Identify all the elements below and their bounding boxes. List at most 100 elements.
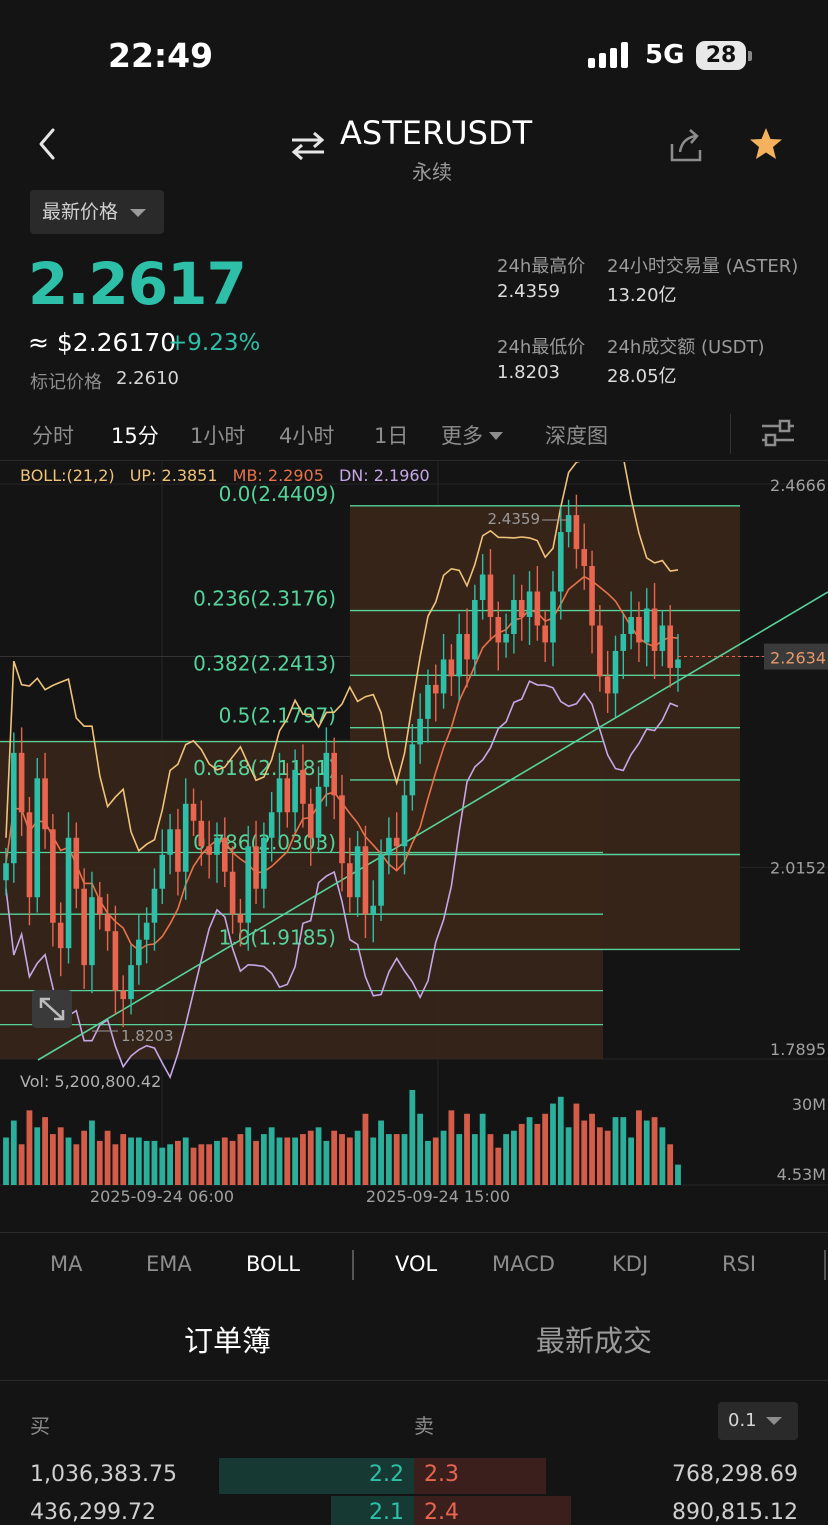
volume-bar	[229, 1140, 236, 1185]
boll-lower-band	[5, 680, 679, 1080]
price-type-dropdown[interactable]: 最新价格	[30, 190, 164, 234]
current-price-value: 2.2634	[770, 649, 826, 668]
candle-body	[237, 914, 244, 923]
bid-price: 2.1	[369, 1500, 404, 1525]
price-change: +9.23%	[168, 330, 261, 356]
volume-bar	[10, 1120, 17, 1185]
battery-icon: 28	[696, 41, 746, 70]
scroll-edge	[824, 1250, 826, 1280]
tab-depth[interactable]: 深度图	[545, 424, 608, 448]
indicator-vol[interactable]: VOL	[395, 1252, 438, 1276]
candle-body	[464, 633, 470, 660]
volume-bar	[206, 1144, 213, 1185]
candle-body	[401, 795, 408, 847]
indicator-ma[interactable]: MA	[50, 1252, 83, 1276]
volume-bar	[26, 1110, 33, 1185]
chart-settings-icon[interactable]	[760, 418, 796, 448]
precision-dropdown[interactable]: 0.1	[718, 1402, 798, 1440]
price-axis-label: 2.4666	[770, 476, 826, 495]
share-icon[interactable]	[664, 126, 706, 164]
back-icon[interactable]	[34, 126, 64, 162]
ask-depth-bar	[414, 1496, 571, 1525]
volume-legend: Vol: 5,200,800.42	[20, 1072, 162, 1091]
indicator-rsi[interactable]: RSI	[722, 1252, 757, 1276]
tab-4h[interactable]: 4小时	[279, 424, 335, 448]
usd-price: ≈ $2.26170	[28, 328, 177, 357]
swap-pair-icon[interactable]	[288, 130, 328, 162]
candle-body	[167, 829, 173, 855]
volume-bar	[143, 1140, 150, 1185]
volume-bar	[120, 1134, 127, 1185]
candle-body	[378, 854, 384, 906]
candle-body	[221, 837, 228, 872]
candle-body	[339, 795, 345, 864]
candle-body	[112, 931, 119, 991]
volume-axis-label: 4.53M	[777, 1165, 826, 1184]
tab-more[interactable]: 更多	[441, 420, 503, 450]
indicator-macd[interactable]: MACD	[492, 1252, 555, 1276]
tab-1d[interactable]: 1日	[374, 424, 409, 448]
bid-depth-bar	[219, 1458, 414, 1494]
candlestick-chart[interactable]: 0.0(2.4409) 0.236(2.3176) 0.382(2.2413) 0.5…	[0, 462, 828, 1208]
indicator-kdj[interactable]: KDJ	[612, 1252, 649, 1276]
last-price: 2.2617	[28, 250, 247, 318]
candle-body	[604, 676, 611, 694]
volume-bar	[612, 1117, 619, 1185]
volume-bar	[276, 1137, 283, 1185]
volume-bar	[393, 1134, 400, 1185]
tab-1h[interactable]: 1小时	[190, 424, 246, 448]
volume-bar	[237, 1134, 244, 1185]
fib-label: 0.5(2.1797)	[219, 704, 336, 728]
time-axis-label: 2025-09-24 15:00	[366, 1187, 510, 1206]
tab-latest-trades[interactable]: 最新成交	[536, 1324, 653, 1358]
candle-body	[120, 990, 127, 1000]
bid-quantity: 436,299.72	[30, 1500, 156, 1525]
order-book-row[interactable]: 436,299.72 2.1 2.4 890,815.12	[0, 1496, 828, 1525]
volume-bar	[18, 1144, 25, 1185]
candle-body	[347, 863, 353, 898]
candle-body	[182, 803, 189, 872]
candle-body	[26, 812, 33, 898]
indicator-boll[interactable]: BOLL	[246, 1252, 300, 1276]
volume-bar	[104, 1130, 111, 1185]
candle-body	[534, 591, 541, 626]
candle-body	[245, 846, 252, 923]
candle-body	[11, 752, 17, 864]
candle-body	[432, 684, 439, 694]
volume-label: 24小时交易量 (ASTER)	[607, 256, 799, 277]
price-axis-label: 1.7895	[770, 1040, 826, 1059]
battery-tip	[748, 51, 752, 61]
candle-body	[104, 914, 111, 932]
candle-body	[253, 846, 259, 889]
indicator-tabs: MA EMA BOLL VOL MACD KDJ RSI	[0, 1248, 828, 1284]
low-value: 1.8203	[497, 362, 560, 383]
fib-label: 0.0(2.4409)	[219, 482, 336, 506]
candle-body	[565, 515, 572, 533]
time-axis-label: 2025-09-24 06:00	[90, 1187, 234, 1206]
volume-bar	[34, 1127, 41, 1185]
candle-body	[323, 752, 330, 787]
pair-title[interactable]: ASTERUSDT	[340, 114, 533, 152]
candle-body	[151, 888, 158, 923]
candle-body	[136, 939, 142, 966]
candle-body	[495, 616, 502, 643]
favorite-star-icon[interactable]	[748, 126, 784, 162]
volume-bar	[260, 1134, 267, 1185]
tab-timeline[interactable]: 分时	[32, 424, 74, 448]
tab-order-book[interactable]: 订单簿	[184, 1324, 272, 1358]
candle-body	[675, 659, 681, 668]
tab-15m[interactable]: 15分	[111, 424, 159, 448]
price-axis-label: 2.0152	[770, 858, 826, 877]
order-book-row[interactable]: 1,036,383.75 2.2 2.3 768,298.69	[0, 1458, 828, 1494]
fullscreen-icon[interactable]	[32, 990, 72, 1028]
ask-depth-bar	[414, 1458, 546, 1494]
indicator-ema[interactable]: EMA	[146, 1252, 192, 1276]
volume-bar	[151, 1140, 158, 1185]
candle-body	[331, 752, 337, 796]
bid-price: 2.2	[369, 1462, 404, 1487]
boll-legend: BOLL:(21,2) UP: 2.3851 MB: 2.2905 DN: 2.…	[20, 466, 430, 485]
volume-bar	[542, 1113, 549, 1185]
candle-body	[557, 532, 564, 592]
high-value: 2.4359	[497, 281, 560, 302]
candle-body	[393, 837, 400, 847]
